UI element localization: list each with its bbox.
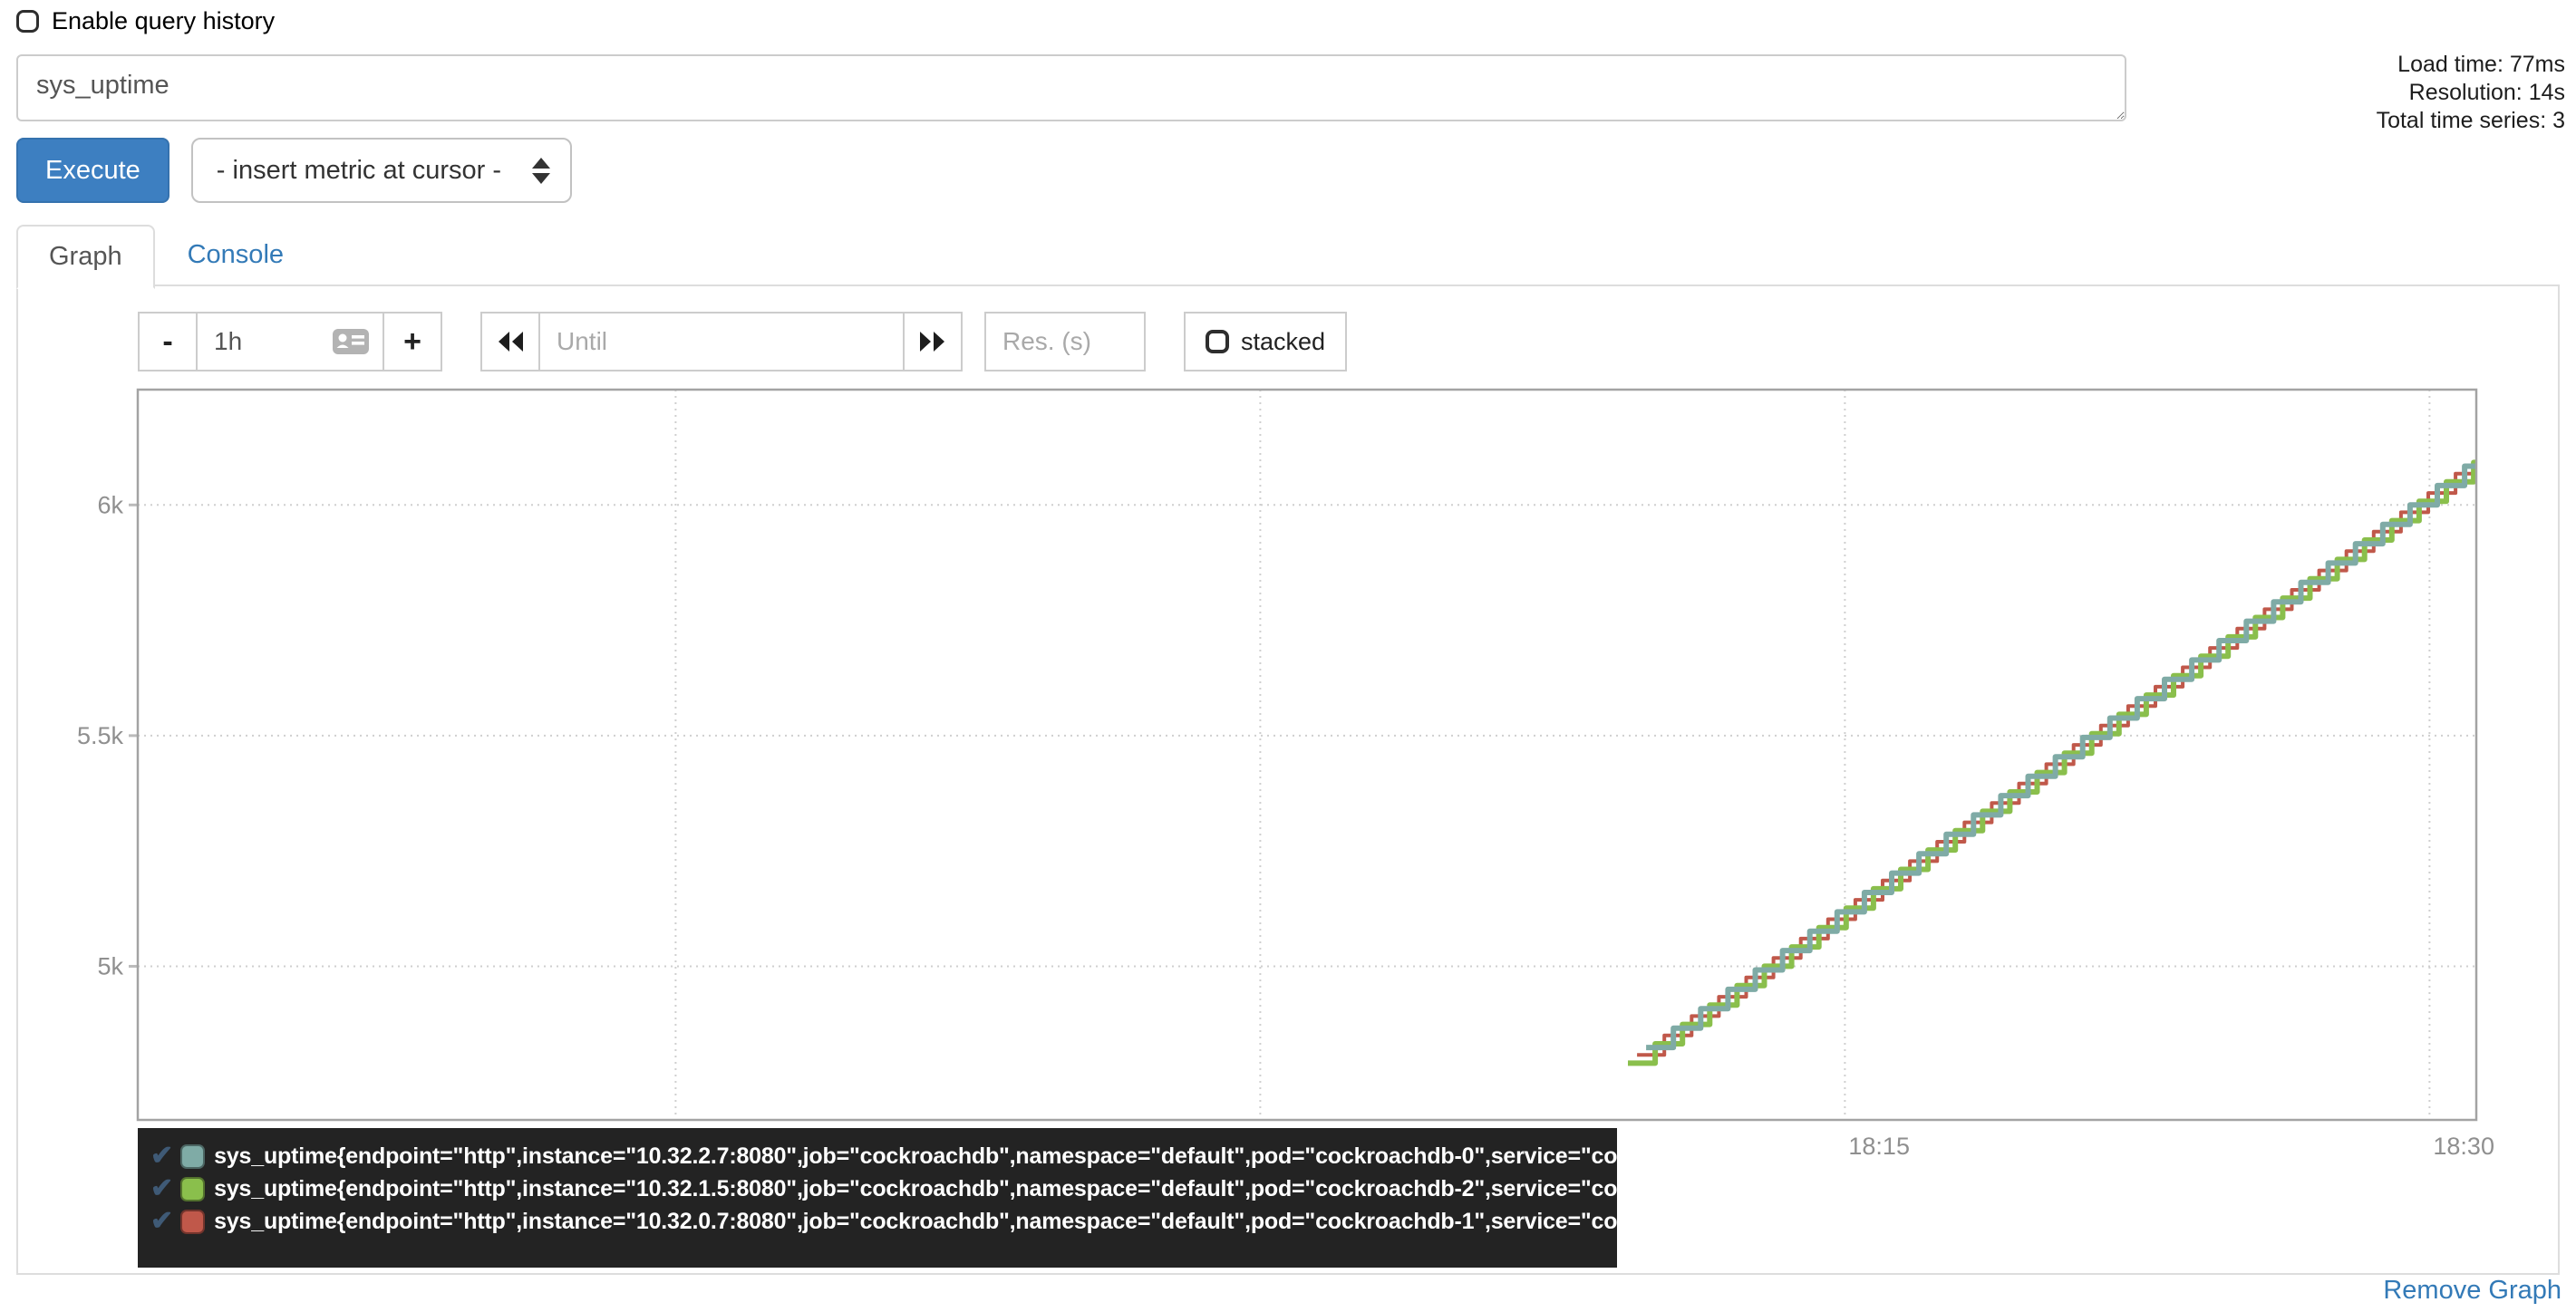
autofill-contact-icon[interactable] <box>332 328 370 355</box>
tab-console[interactable]: Console <box>187 240 285 269</box>
insert-metric-select-value: - insert metric at cursor - <box>216 155 502 185</box>
range-shrink-button[interactable]: - <box>138 312 198 371</box>
legend-row[interactable]: ✔ sys_uptime{endpoint="http",instance="1… <box>150 1205 1749 1238</box>
rewind-button[interactable] <box>480 312 540 371</box>
resolution: Resolution: 14s <box>2408 80 2565 105</box>
remove-graph-link[interactable]: Remove Graph <box>2383 1276 2561 1305</box>
load-time: Load time: 77ms <box>2397 52 2565 77</box>
stacked-checkbox[interactable] <box>1206 330 1229 353</box>
check-icon: ✔ <box>150 1141 174 1171</box>
series-color-swatch <box>180 1143 206 1169</box>
svg-text:6k: 6k <box>97 491 123 518</box>
fast-forward-icon <box>920 332 944 352</box>
series-color-swatch <box>180 1176 206 1201</box>
range-control-group: - + <box>138 312 442 371</box>
query-history-label: Enable query history <box>52 7 276 34</box>
series-label: sys_uptime{endpoint="http",instance="10.… <box>214 1143 1750 1169</box>
enable-query-history[interactable]: Enable query history <box>16 7 275 35</box>
execute-button[interactable]: Execute <box>16 138 169 203</box>
total-time-series: Total time series: 3 <box>2376 108 2565 133</box>
execute-row: Execute - insert metric at cursor - <box>16 138 572 203</box>
insert-metric-select[interactable]: - insert metric at cursor - <box>190 138 572 203</box>
check-icon: ✔ <box>150 1173 174 1203</box>
query-stats: Load time: 77ms Resolution: 14s Total ti… <box>2377 51 2565 135</box>
query-expression-input[interactable]: sys_uptime <box>16 54 2126 121</box>
range-grow-button[interactable]: + <box>383 312 442 371</box>
series-color-swatch <box>180 1209 206 1234</box>
stacked-toggle[interactable]: stacked <box>1184 312 1348 371</box>
series-label: sys_uptime{endpoint="http",instance="10.… <box>214 1175 1750 1201</box>
svg-text:5k: 5k <box>97 952 123 979</box>
legend-row[interactable]: ✔ sys_uptime{endpoint="http",instance="1… <box>150 1172 1749 1205</box>
rewind-icon <box>499 332 523 352</box>
select-arrows-icon <box>531 157 550 184</box>
fast-forward-button[interactable] <box>903 312 963 371</box>
stacked-label: stacked <box>1241 327 1326 355</box>
legend-row[interactable]: ✔ sys_uptime{endpoint="http",instance="1… <box>150 1140 1749 1172</box>
svg-text:5.5k: 5.5k <box>77 722 124 749</box>
svg-text:18:15: 18:15 <box>1848 1133 1910 1160</box>
tab-graph[interactable]: Graph <box>16 225 155 289</box>
check-icon: ✔ <box>150 1206 174 1236</box>
graph-controls: - + <box>138 312 1348 371</box>
series-label: sys_uptime{endpoint="http",instance="10.… <box>214 1208 1750 1234</box>
until-input[interactable] <box>540 312 903 371</box>
chart-legend: ✔ sys_uptime{endpoint="http",instance="1… <box>138 1128 1749 1268</box>
tab-bar: Graph Console <box>16 223 2560 289</box>
graph-panel: - + <box>16 285 2560 1275</box>
time-control-group <box>480 312 963 371</box>
resolution-input[interactable] <box>984 312 1146 371</box>
svg-text:18:30: 18:30 <box>2433 1133 2494 1160</box>
query-history-checkbox[interactable] <box>16 10 39 33</box>
